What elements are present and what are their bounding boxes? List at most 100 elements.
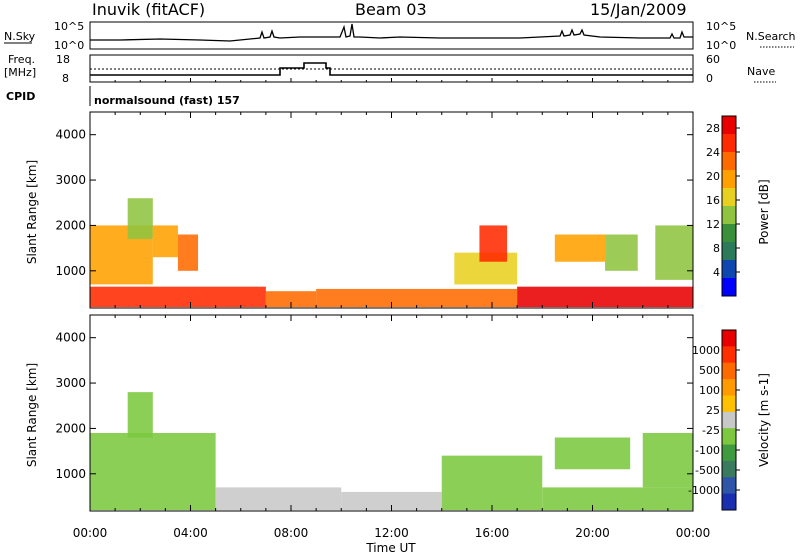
power-colorbar-segment-7	[722, 242, 736, 261]
velocity-ytick-label-3: 4000	[55, 331, 86, 345]
x-tick-label-0: 00:00	[73, 526, 108, 540]
power-colorbar-tick-label-4: 20	[706, 170, 720, 183]
power-colorbar-tick-label-5: 24	[706, 146, 720, 159]
nave-label: Nave	[747, 65, 775, 78]
power-colorbar-tick-label-3: 16	[706, 194, 720, 207]
time-x-axis: 00:00 04:00 08:00 12:00 16:00 20:00 00:00	[73, 78, 711, 540]
nsky-tick-bottom: 10^0	[54, 39, 84, 52]
velocity-ytick-label-2: 3000	[55, 376, 86, 390]
velocity-region-2	[215, 487, 342, 511]
x-axis-label: Time UT	[365, 541, 416, 554]
velocity-colorbar-label: Velocity [m s-1]	[757, 373, 771, 467]
velocity-colorbar-segment-6	[722, 428, 736, 446]
velocity-region-7	[642, 432, 693, 488]
freq-unit-label: [MHz]	[4, 66, 36, 79]
power-colorbar-frame	[721, 115, 737, 297]
power-region-11	[605, 234, 638, 271]
velocity-colorbar-segment-10	[722, 493, 736, 511]
nsearch-label: N.Search	[746, 30, 796, 43]
power-colorbar-tick-label-1: 8	[713, 242, 720, 255]
x-tick-label-5: 20:00	[575, 526, 610, 540]
station-title: Inuvik (fitACF)	[92, 0, 205, 19]
velocity-colorbar-segment-3	[722, 379, 736, 396]
freq-label: Freq.	[8, 53, 35, 66]
velocity-ytick-label-1: 2000	[55, 421, 86, 435]
nsky-panel: N.Sky 10^5 10^0 10^5 10^0 N.Search	[4, 20, 796, 52]
velocity-colorbar-tick-label-7: -1000	[688, 484, 720, 497]
velocity-ytick-label-0: 1000	[55, 467, 86, 481]
velocity-colorbar-frame	[721, 329, 737, 511]
power-panel: 1000 2000 3000 4000 Slant Range [km] 4 8 12 16…	[25, 111, 771, 309]
nsearch-tick-bottom: 10^0	[706, 39, 736, 52]
power-colorbar: 4 8 12 16 20 24 28	[706, 115, 740, 297]
power-colorbar-segment-6	[722, 224, 736, 243]
power-colorbar-label: Power [dB]	[757, 179, 771, 244]
velocity-colorbar-segment-9	[722, 477, 736, 495]
power-region-7	[177, 234, 199, 271]
x-tick-label-2: 08:00	[274, 526, 309, 540]
power-region-6	[152, 225, 178, 258]
power-ytick-label-1: 2000	[55, 218, 86, 232]
velocity-colorbar-segment-7	[722, 444, 736, 462]
velocity-panel: 1000 2000 3000 4000 Slant Range [km] 1000 50…	[25, 314, 771, 512]
nsearch-tick-top: 10^5	[706, 20, 736, 33]
power-region-1	[265, 291, 317, 308]
beam-title: Beam 03	[355, 0, 427, 19]
velocity-colorbar-tick-label-1: 500	[699, 364, 720, 377]
freq-tick-top: 18	[56, 53, 70, 66]
power-colorbar-segment-1	[722, 134, 736, 153]
velocity-colorbar-tick-label-4: -25	[702, 424, 720, 437]
velocity-region-1	[127, 392, 153, 438]
power-region-5	[127, 198, 153, 240]
velocity-colorbar-segment-8	[722, 460, 736, 478]
power-colorbar-segment-5	[722, 206, 736, 225]
power-y-ticks: 1000 2000 3000 4000	[55, 128, 693, 278]
power-colorbar-segment-3	[722, 170, 736, 189]
velocity-colorbar-tick-label-3: 25	[706, 404, 720, 417]
power-region-0	[90, 286, 266, 308]
power-heatmap	[90, 198, 693, 308]
velocity-colorbar-segment-5	[722, 411, 736, 429]
power-colorbar-segment-8	[722, 260, 736, 279]
x-tick-label-6: 00:00	[676, 526, 711, 540]
nave-tick-top: 60	[706, 53, 720, 66]
velocity-region-6	[554, 437, 631, 470]
power-region-9	[479, 225, 508, 262]
velocity-colorbar-segment-2	[722, 362, 736, 380]
date-title: 15/Jan/2009	[590, 0, 687, 19]
power-region-2	[316, 288, 518, 308]
freq-tick-bottom: 8	[62, 72, 69, 85]
velocity-ylabel: Slant Range [km]	[25, 363, 39, 467]
x-tick-label-4: 16:00	[475, 526, 510, 540]
velocity-region-4	[441, 455, 543, 511]
velocity-region-3	[341, 491, 442, 511]
power-colorbar-segment-2	[722, 152, 736, 171]
velocity-colorbar-tick-label-6: -500	[695, 464, 720, 477]
velocity-colorbar-tick-label-5: -100	[695, 444, 720, 457]
velocity-region-5	[542, 487, 693, 511]
velocity-y-ticks: 1000 2000 3000 4000	[55, 331, 693, 481]
power-ytick-label-0: 1000	[55, 264, 86, 278]
power-ytick-label-2: 3000	[55, 173, 86, 187]
velocity-heatmap	[90, 392, 693, 511]
power-ylabel: Slant Range [km]	[25, 160, 39, 264]
cpid-value: normalsound (fast) 157	[94, 94, 240, 107]
cpid-label: CPID	[6, 90, 35, 103]
nsky-label: N.Sky	[4, 30, 36, 43]
power-colorbar-segment-9	[722, 278, 736, 297]
power-colorbar-tick-label-2: 12	[706, 218, 720, 231]
freq-panel: Freq. [MHz] 18 8 60 0 Nave	[4, 53, 776, 85]
power-colorbar-tick-label-6: 28	[706, 122, 720, 135]
velocity-colorbar: 1000 500 100 25 -25 -100 -500 -1000	[688, 329, 740, 511]
power-region-3	[517, 286, 693, 308]
power-region-10	[554, 234, 606, 262]
power-region-12	[655, 225, 693, 280]
nsky-tick-top: 10^5	[54, 20, 84, 33]
velocity-colorbar-tick-label-0: 1000	[692, 344, 720, 357]
power-colorbar-segment-0	[722, 116, 736, 135]
freq-trace	[90, 62, 693, 76]
power-ytick-label-3: 4000	[55, 128, 86, 142]
velocity-colorbar-segment-1	[722, 346, 736, 364]
velocity-colorbar-segment-0	[722, 330, 736, 347]
